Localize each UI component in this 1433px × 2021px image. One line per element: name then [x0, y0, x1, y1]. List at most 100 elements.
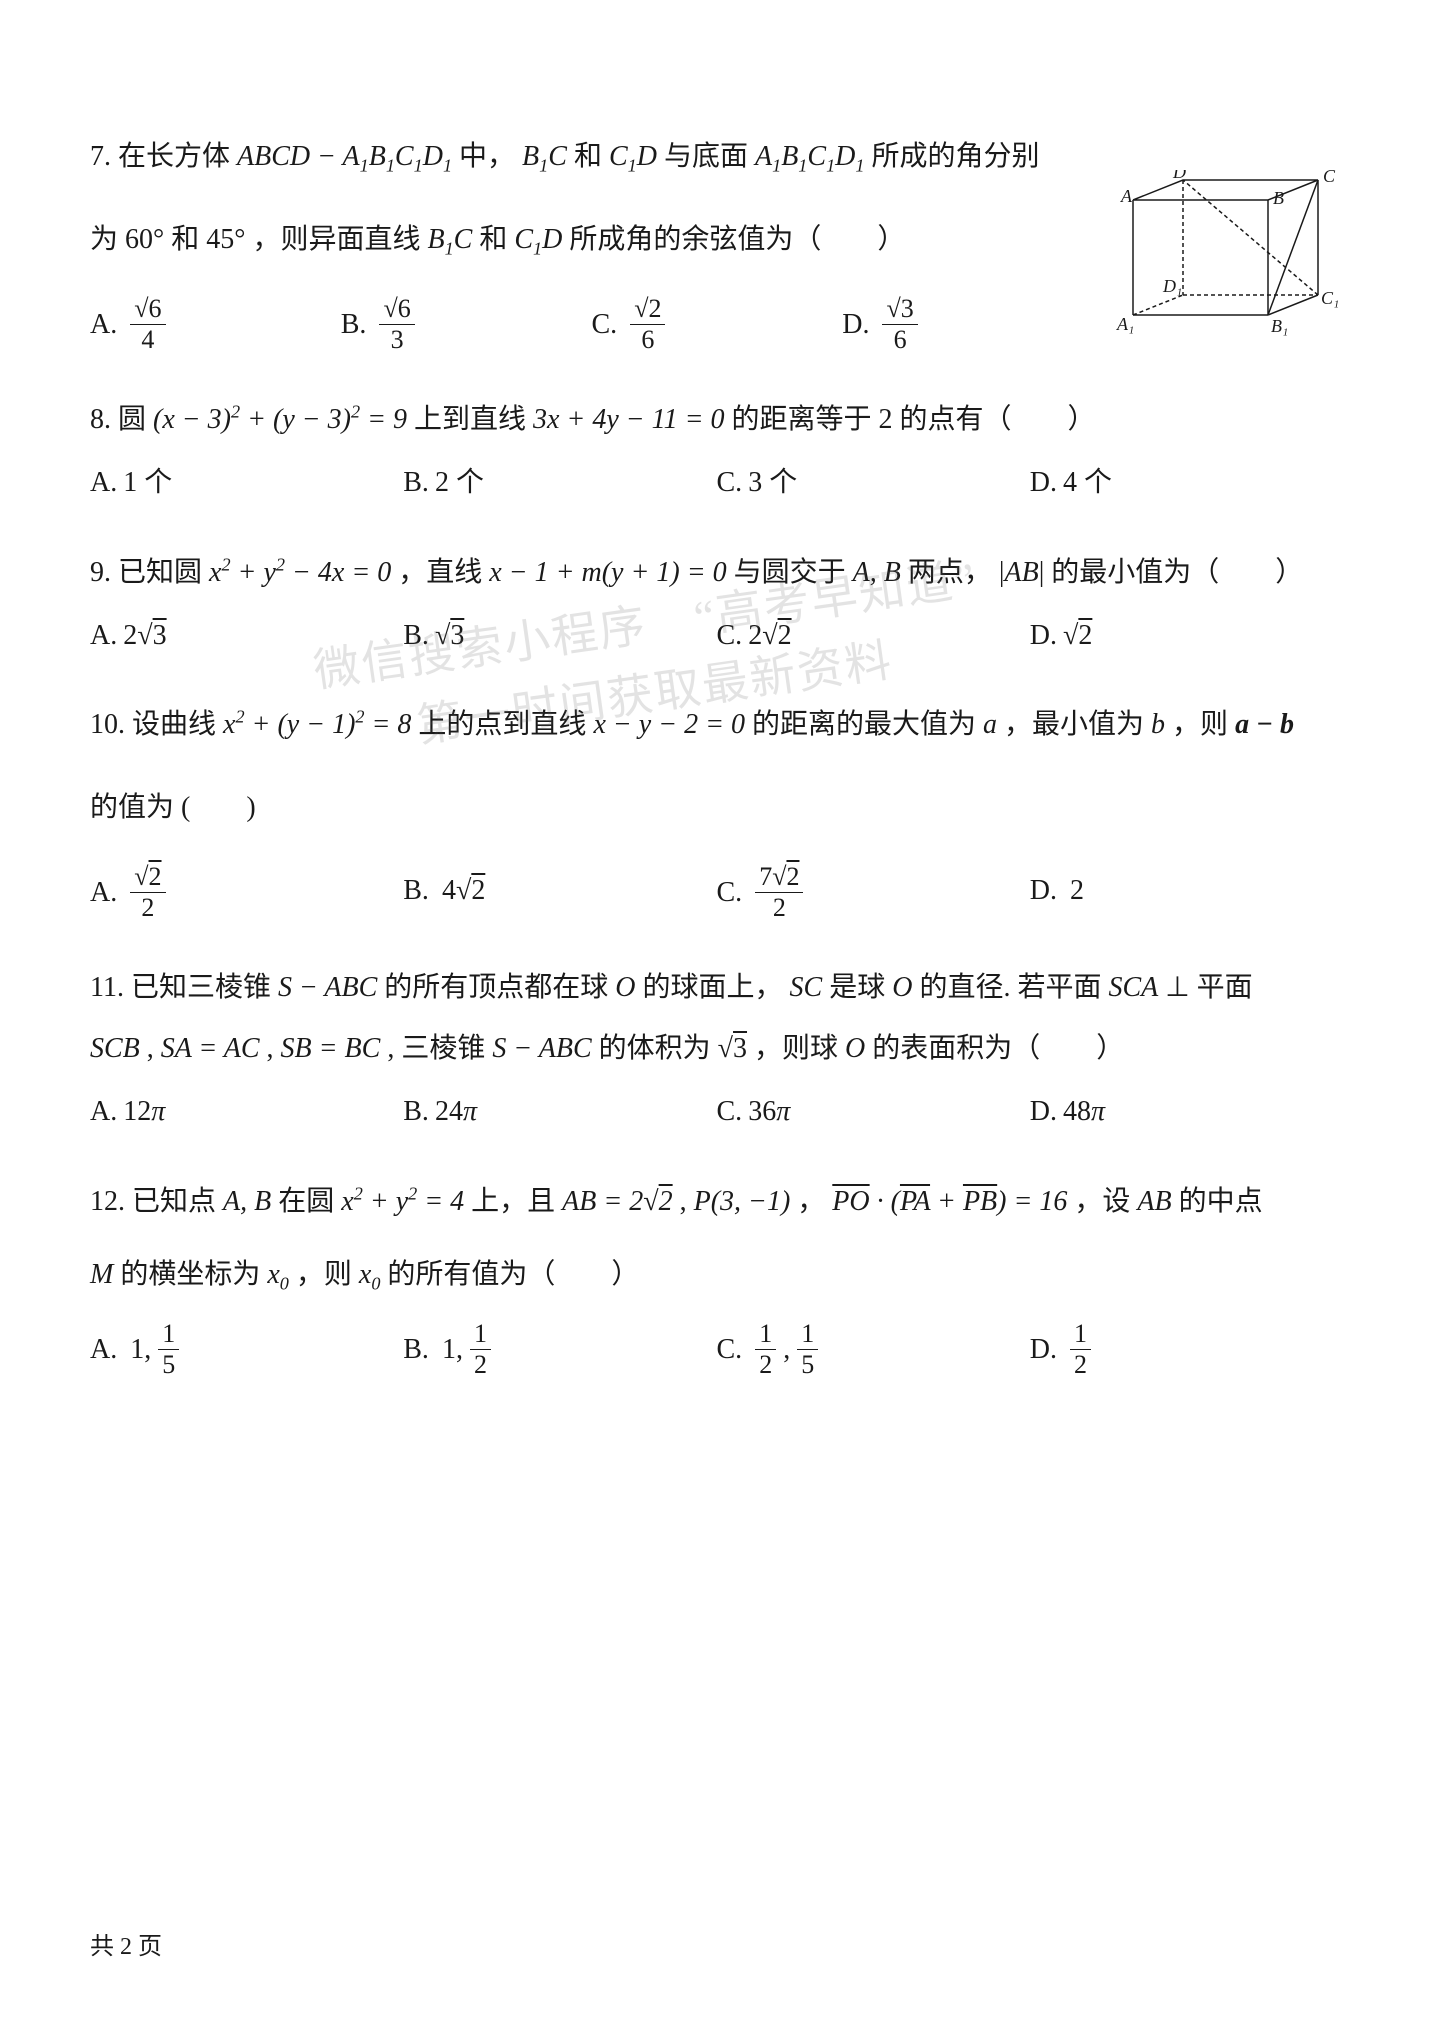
fig-label-a1: A₁	[1116, 314, 1134, 334]
opt-sep: ,	[783, 1334, 797, 1365]
option-label: D.	[1030, 467, 1057, 498]
q11-text: , 三棱锥	[387, 1033, 492, 1064]
opt-text: √3	[435, 620, 464, 651]
option-label: B.	[341, 309, 367, 340]
option-label: B.	[403, 1096, 429, 1127]
q9-line1: 9. 已知圆 x2 + y2 − 4x = 0 ，直线 x − 1 + m(y …	[90, 546, 1343, 599]
opt-text: √2	[1063, 620, 1092, 651]
opt-text: 48π	[1063, 1096, 1105, 1127]
q12-text: ，设	[1074, 1186, 1137, 1217]
q10-line1: 10. 设曲线 x2 + (y − 1)2 = 8 上的点到直线 x − y −…	[90, 698, 1343, 751]
q9-text: 的最小值为（ ）	[1051, 557, 1303, 588]
option-label: D.	[1030, 620, 1057, 651]
q12-text: 上，且	[471, 1186, 562, 1217]
q8-expr: (x − 3)2 + (y − 3)2 = 9	[153, 404, 407, 435]
question-8: 8. 圆 (x − 3)2 + (y − 3)2 = 9 上到直线 3x + 4…	[90, 393, 1343, 509]
fraction: √22	[130, 862, 165, 923]
opt-text: 2√2	[748, 620, 791, 651]
q8-option-d: D.4 个	[1030, 456, 1343, 509]
q11-text: 的所有顶点都在球	[384, 972, 615, 1003]
option-label: C.	[717, 1334, 743, 1365]
q11-vol: √3	[718, 1033, 747, 1064]
q10-text: 上的点到直线	[418, 709, 593, 740]
q7-text: 和	[479, 224, 514, 255]
q9-option-b: B.√3	[403, 609, 716, 662]
q8-text: 的距离等于	[731, 404, 878, 435]
q9-expr: x − 1 + m(y + 1) = 0	[489, 557, 726, 588]
q11-text: ,	[147, 1033, 161, 1064]
opt-text: 24π	[435, 1096, 477, 1127]
option-label: A.	[90, 1096, 117, 1127]
q7-option-c: C. √26	[592, 296, 843, 357]
question-10: 10. 设曲线 x2 + (y − 1)2 = 8 上的点到直线 x − y −…	[90, 698, 1343, 925]
q7-text: 为	[90, 224, 125, 255]
q8-text: 的点有（ ）	[900, 404, 1096, 435]
q8-val: 2	[879, 404, 893, 435]
q12-option-b: B. 1, 12	[403, 1321, 716, 1382]
q9-options: A.2√3 B.√3 C.2√2 D.√2	[90, 609, 1343, 662]
fraction: √64	[130, 294, 165, 355]
q12-ablen: AB = 2√2	[562, 1186, 672, 1217]
q8-text: 上到直线	[414, 404, 533, 435]
q7-text: 和	[574, 141, 609, 172]
q10-b: b	[1151, 709, 1165, 740]
q12-x0: x0	[359, 1259, 381, 1290]
option-label: A.	[90, 309, 117, 340]
q7-text: ，则异面直线	[252, 224, 427, 255]
cuboid-figure: A B C D A₁ B₁ C₁ D₁	[1113, 170, 1343, 340]
q9-option-c: C.2√2	[717, 609, 1030, 662]
option-label: A.	[90, 467, 117, 498]
option-label: B.	[403, 467, 429, 498]
q9-option-d: D.√2	[1030, 609, 1343, 662]
q7-text: 所成角的余弦值为（ ）	[569, 224, 905, 255]
q11-text: 的体积为	[599, 1033, 718, 1064]
option-label: B.	[403, 1334, 429, 1365]
q7-angle: 60°	[125, 224, 164, 255]
opt-pre: 1,	[130, 1334, 158, 1365]
q12-text: 的所有值为（ ）	[387, 1259, 639, 1290]
q8-line1: 8. 圆 (x − 3)2 + (y − 3)2 = 9 上到直线 3x + 4…	[90, 393, 1343, 446]
q9-option-a: A.2√3	[90, 609, 403, 662]
option-label: C.	[717, 467, 743, 498]
q7-text: 所成的角分别	[872, 141, 1040, 172]
q7-option-b: B. √63	[341, 296, 592, 357]
opt-text: 4√2	[442, 875, 485, 906]
q11-text: 的直径. 若平面	[919, 972, 1108, 1003]
cuboid-svg: A B C D A₁ B₁ C₁ D₁	[1113, 170, 1343, 340]
fraction: 15	[158, 1319, 179, 1380]
q10-option-d: D. 2	[1030, 864, 1343, 925]
q7-angle: 45°	[206, 224, 245, 255]
fraction: √63	[379, 294, 414, 355]
q11-sc: SC	[790, 972, 823, 1003]
q11-option-a: A.12π	[90, 1085, 403, 1138]
opt-text: 1 个	[123, 467, 172, 498]
fig-label-a: A	[1120, 186, 1133, 206]
q12-text: 在圆	[278, 1186, 341, 1217]
q11-option-b: B.24π	[403, 1085, 716, 1138]
q7-expr: ABCD − A1B1C1D1	[237, 141, 452, 172]
opt-text: 12π	[123, 1096, 165, 1127]
q11-o: O	[615, 972, 635, 1003]
q9-text: 与圆交于	[734, 557, 853, 588]
opt-pre: 1,	[442, 1334, 470, 1365]
question-11: 11. 已知三棱锥 S − ABC 的所有顶点都在球 O 的球面上， SC 是球…	[90, 961, 1343, 1139]
opt-text: 2√3	[123, 620, 166, 651]
q11-text: 是球	[829, 972, 892, 1003]
q12-text: 的中点	[1179, 1186, 1263, 1217]
q9-abs: |AB|	[999, 557, 1044, 588]
option-label: D.	[1030, 1334, 1057, 1365]
option-label: C.	[717, 1096, 743, 1127]
option-label: C.	[592, 309, 618, 340]
q12-vec: PO · (PA + PB) = 16	[832, 1186, 1067, 1217]
q12-x0: x0	[267, 1259, 289, 1290]
q11-text: ⊥ 平面	[1165, 972, 1252, 1003]
fraction: 12	[1070, 1319, 1091, 1380]
opt-text: 2 个	[435, 467, 484, 498]
q11-sa: SA = AC	[161, 1033, 260, 1064]
q10-amb: a − b	[1235, 709, 1294, 740]
q12-line2: M 的横坐标为 x0 ，则 x0 的所有值为（ ）	[90, 1248, 1343, 1301]
q12-options: A. 1, 15 B. 1, 12 C. 12 , 15 D. 12	[90, 1321, 1343, 1382]
option-label: C.	[717, 620, 743, 651]
q10-expr: x − y − 2 = 0	[593, 709, 745, 740]
q8-text: 8. 圆	[90, 404, 153, 435]
